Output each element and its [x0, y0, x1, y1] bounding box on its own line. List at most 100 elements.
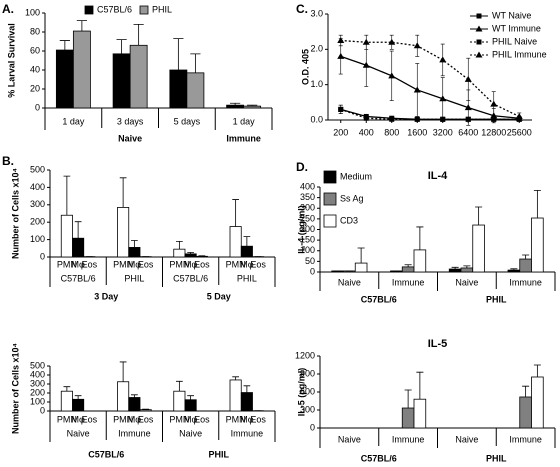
legend-swatch [323, 214, 337, 228]
bar [519, 396, 532, 429]
bar [240, 245, 253, 258]
y-tick-label: 0 [310, 266, 315, 276]
error-bar [74, 221, 82, 239]
bar-label: Mφ [71, 414, 84, 424]
bar-label: Eos [138, 414, 154, 424]
bar [507, 269, 521, 273]
bar [173, 248, 186, 258]
bar [186, 72, 205, 109]
x-tick-label: Naive [67, 428, 90, 438]
group-label: PHIL [208, 449, 229, 459]
x-tick-label: 1600 [407, 127, 427, 137]
y-tick-label: 200 [300, 224, 315, 234]
bar [169, 69, 188, 109]
y-axis-label: Number of Cells x10⁴ [10, 168, 20, 259]
error-bar [533, 364, 541, 377]
marker [337, 52, 345, 59]
x-tick-label: Naive [455, 277, 478, 287]
legend-label: WT Naive [492, 10, 531, 20]
bar [72, 237, 85, 258]
bar [401, 266, 415, 273]
panel-label: D. [296, 160, 308, 174]
bar [117, 381, 130, 412]
y-axis-label: O.D. 405 [300, 49, 310, 85]
x-tick-label: 5 days [174, 116, 201, 126]
bar-label: Mφ [240, 259, 253, 269]
bar [413, 398, 427, 429]
legend-swatch [84, 5, 94, 15]
bar [72, 398, 85, 412]
group-label: 3 Day [94, 291, 118, 301]
error-bar [131, 394, 138, 398]
x-tick-label: 3200 [433, 127, 453, 137]
y-tick-label: 900 [300, 368, 315, 378]
chart-title: IL-4 [428, 170, 448, 182]
marker [440, 116, 446, 122]
y-tick-label: 100 [30, 234, 45, 244]
x-tick-label: Naive [179, 428, 202, 438]
bar-label: PMN [113, 259, 133, 269]
x-tick-label: Naive [338, 434, 361, 444]
bar [519, 258, 532, 273]
bar-label: Mφ [71, 259, 84, 269]
bar-label: PMN [57, 414, 77, 424]
x-tick-label: Immune [392, 277, 425, 287]
bar-label: PMN [226, 414, 246, 424]
legend-marker [475, 25, 483, 32]
group-label: PHIL [486, 453, 507, 463]
y-tick-label: 100 [30, 396, 45, 406]
bar-label: Mφ [184, 259, 197, 269]
panel-label: C. [296, 2, 308, 16]
error-bar [416, 371, 424, 400]
bar-label: PMN [57, 259, 77, 269]
bar-label: Eos [250, 259, 266, 269]
y-tick-label: 300 [30, 378, 45, 388]
line [340, 39, 520, 118]
error-bar [357, 247, 365, 264]
error-bar [522, 254, 530, 260]
x-tick-label: 800 [384, 127, 399, 137]
legend-label: Medium [340, 171, 372, 181]
bar [195, 255, 208, 258]
error-bar [131, 240, 138, 248]
bar [184, 253, 197, 258]
x-tick-label: 12800 [481, 127, 506, 137]
y-tick-label: 0 [40, 251, 45, 261]
y-tick-label: 300 [300, 404, 315, 414]
marker [439, 56, 447, 63]
y-tick-label: 600 [300, 386, 315, 396]
legend-label: PHIL Naive [492, 36, 537, 46]
error-bar [451, 266, 459, 270]
bar [531, 376, 544, 429]
bar [60, 214, 73, 258]
x-tick-label: C57BL/6 [173, 273, 208, 283]
error-bar [63, 386, 71, 392]
y-tick-label: 200 [30, 217, 45, 227]
y-tick-label: 40 [30, 64, 40, 74]
error-bar [187, 252, 194, 254]
error-bar [533, 190, 541, 219]
bar [139, 409, 152, 412]
error-bar [243, 236, 251, 247]
bar [531, 217, 544, 273]
y-tick-label: 1200 [295, 350, 315, 360]
x-tick-label: C57BL/6 [61, 273, 96, 283]
x-tick-label: Immune [509, 277, 542, 287]
y-tick-label: 0.0 [310, 114, 323, 124]
bar-label: Eos [82, 414, 98, 424]
y-tick-label: 100 [25, 7, 40, 17]
marker [465, 116, 471, 122]
bar-label: Eos [250, 414, 266, 424]
line [340, 108, 520, 120]
bar [60, 390, 73, 412]
x-tick-label: Naive [338, 277, 361, 287]
marker [338, 106, 344, 112]
bar [184, 399, 197, 412]
bar [413, 249, 427, 273]
y-tick-label: 1.0 [310, 79, 323, 89]
x-tick-label: PHIL [237, 273, 257, 283]
error-bar [119, 177, 127, 208]
y-tick-label: 400 [300, 181, 315, 191]
error-bar [232, 376, 239, 380]
